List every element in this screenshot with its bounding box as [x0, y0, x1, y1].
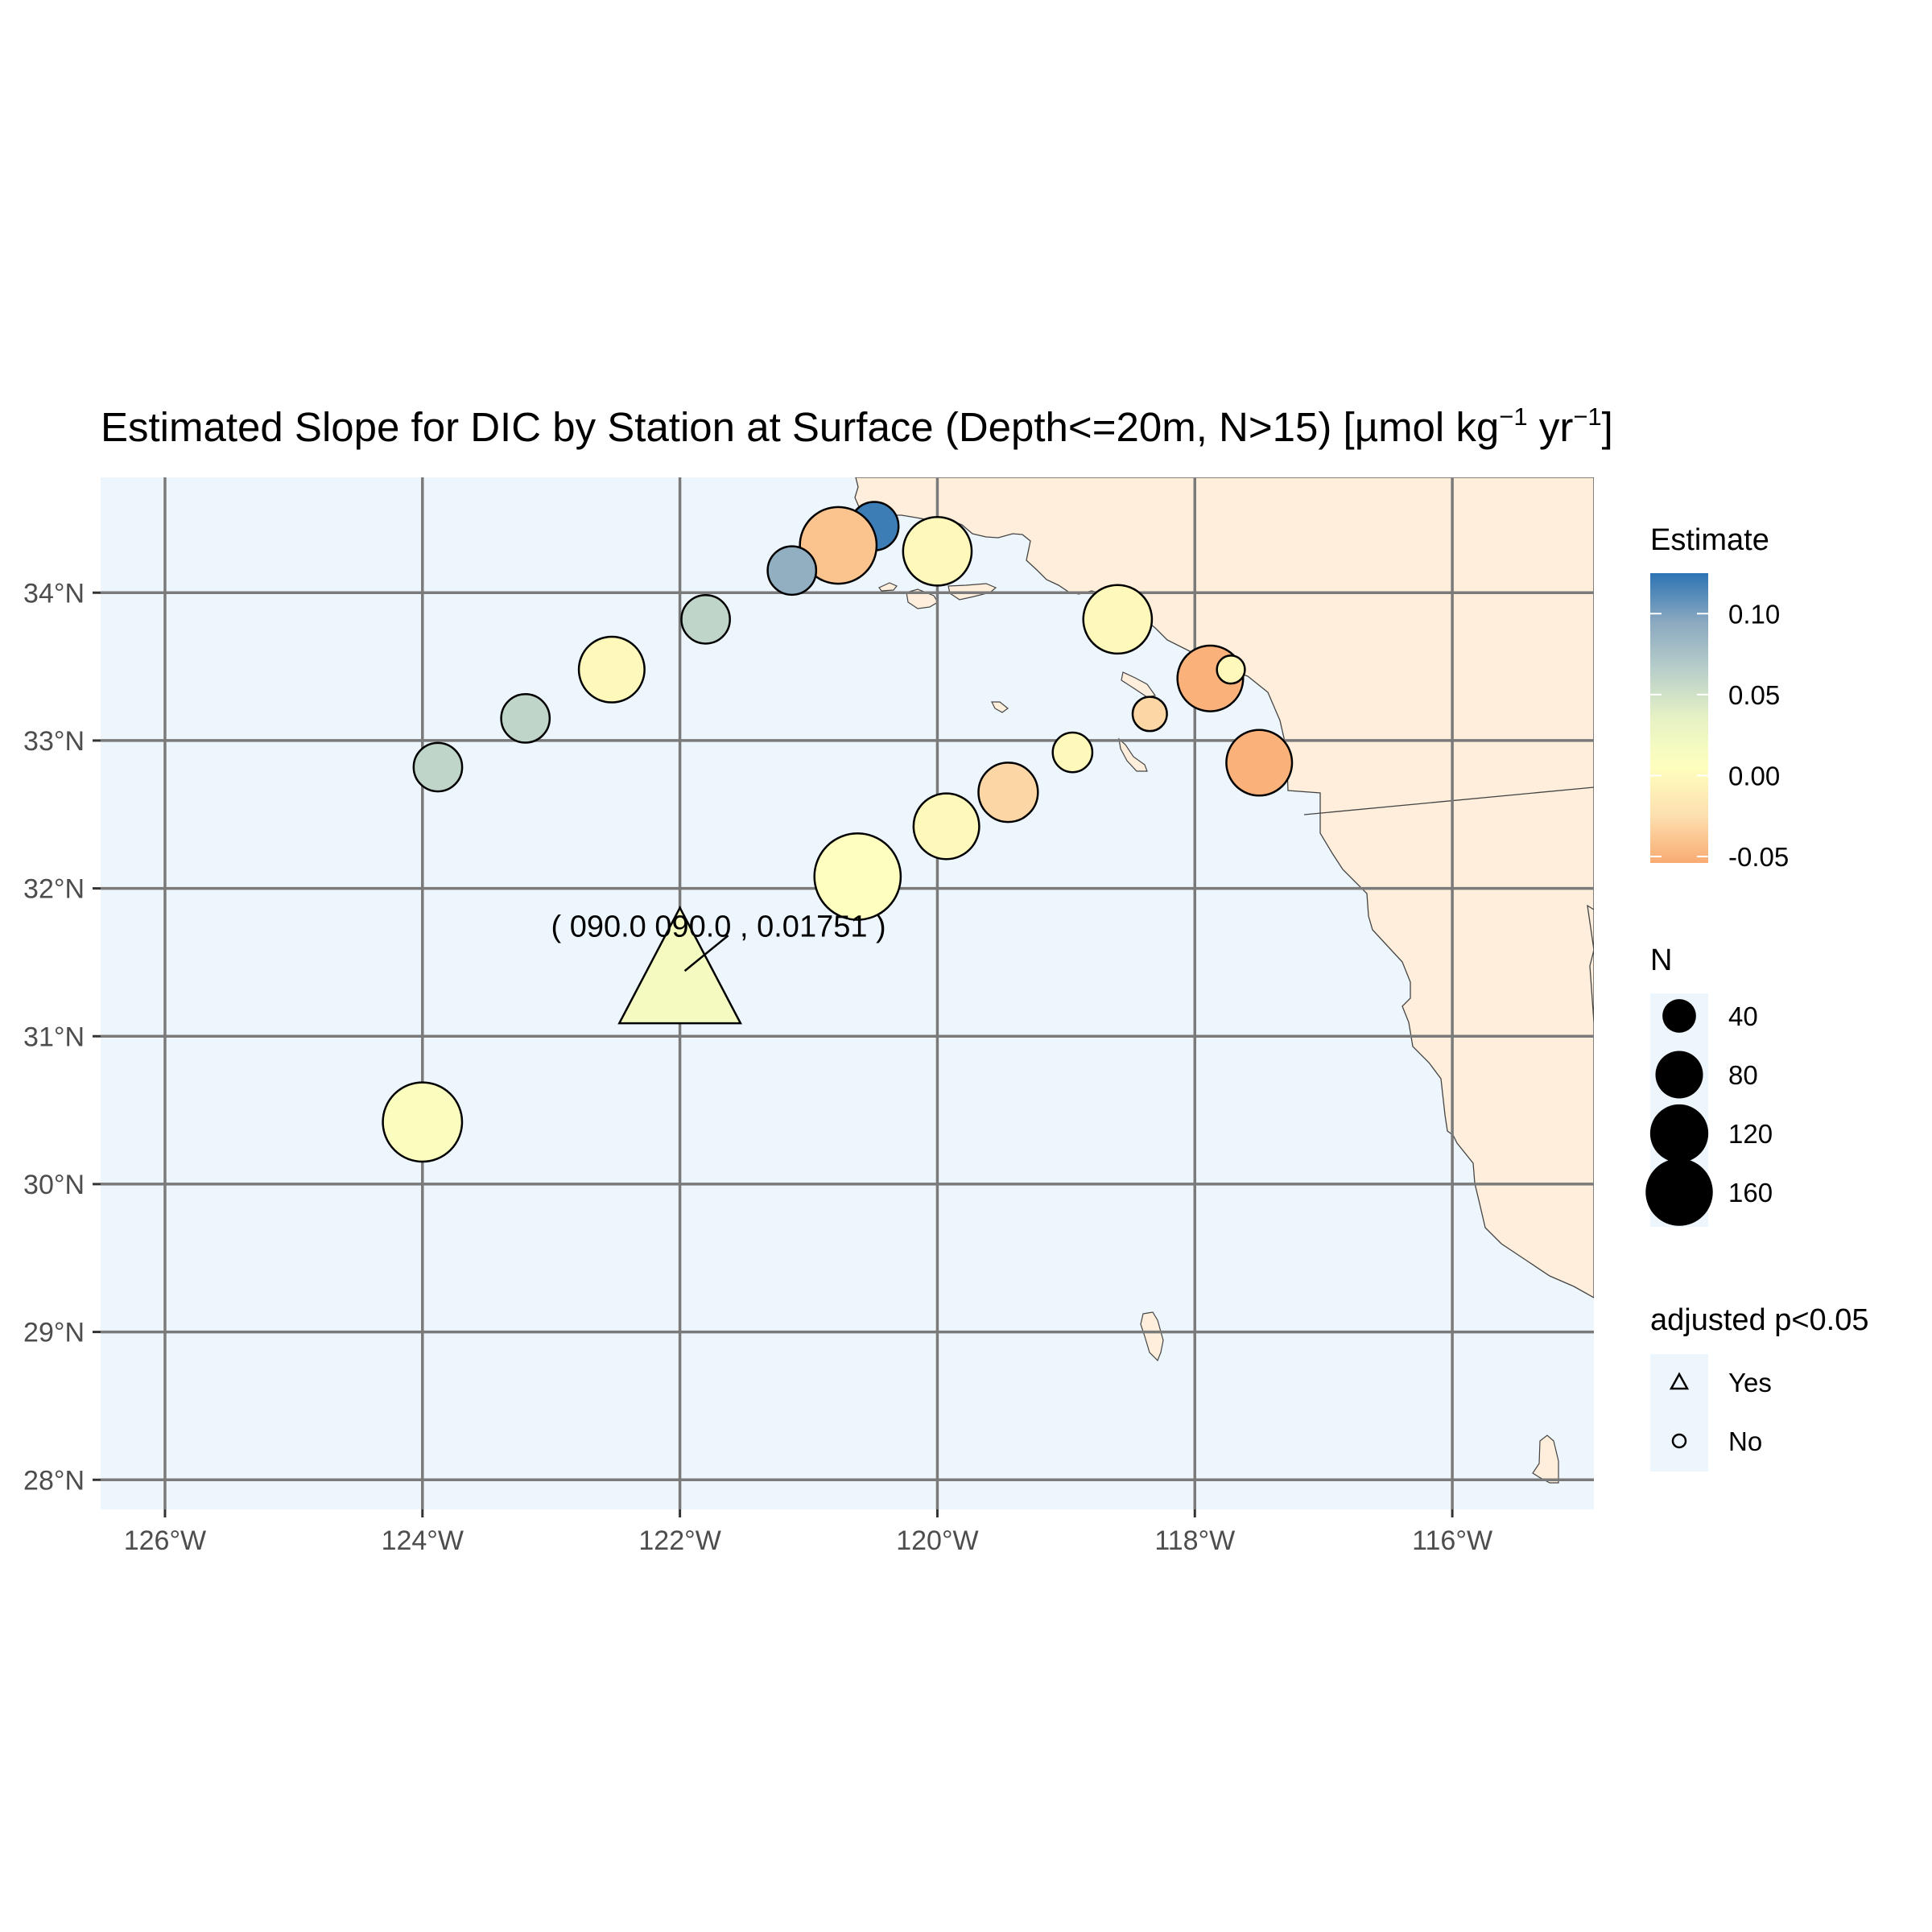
x-axis-tick-labels: 126°W 124°W 122°W 120°W 118°W 116°W [124, 1509, 1492, 1556]
y-axis-tick-label: 30°N [23, 1170, 85, 1200]
x-axis-tick-label: 116°W [1412, 1525, 1492, 1556]
station-marker [1051, 731, 1094, 774]
legend-n-label: 120 [1728, 1119, 1773, 1149]
legend-n-symbol [1649, 1104, 1709, 1163]
chart-title: Estimated Slope for DIC by Station at Su… [101, 402, 1613, 450]
legend-estimate-title: Estimate [1650, 523, 1769, 557]
legend-n-symbol [1655, 1051, 1703, 1099]
legend-estimate-ticks: 0.10 0.05 0.00 -0.05 [1650, 599, 1789, 872]
station-markers [382, 501, 1294, 1163]
colorbar-tick-label: 0.00 [1728, 761, 1780, 791]
y-axis-tick-labels: 34°N 33°N 32°N 31°N 30°N 29°N 28°N [23, 578, 101, 1496]
legend-significance-items: Yes No [1669, 1368, 1772, 1456]
legend-n-title: N [1650, 943, 1672, 977]
legend-estimate-colorbar [1650, 573, 1708, 863]
legend-n-symbol [1662, 999, 1696, 1033]
islands [878, 582, 1559, 1484]
legend-circle-symbol [1671, 1433, 1687, 1449]
y-axis-tick-label: 33°N [23, 726, 85, 757]
y-axis-tick-label: 28°N [23, 1465, 85, 1496]
y-axis-tick-label: 32°N [23, 874, 85, 905]
station-marker [1225, 729, 1294, 797]
legend-n-label: 160 [1728, 1178, 1773, 1208]
legend-n-symbol [1645, 1158, 1713, 1226]
station-marker [1216, 654, 1246, 685]
station-marker [382, 1081, 464, 1163]
x-axis-tick-label: 122°W [638, 1525, 720, 1556]
station-marker [912, 792, 980, 861]
station-marker [766, 545, 818, 597]
legend-triangle-symbol [1669, 1372, 1690, 1390]
station-marker [813, 832, 902, 921]
x-axis-tick-label: 118°W [1154, 1525, 1235, 1556]
station-marker [1131, 696, 1168, 733]
station-marker-significant [617, 905, 742, 1025]
station-label: ( 090.0 090.0 , 0.01751 ) [551, 910, 886, 972]
y-axis-tick-label: 29°N [23, 1318, 85, 1348]
map-panel: ( 090.0 090.0 , 0.01751 ) [101, 477, 1594, 1509]
land-mainland [854, 477, 1594, 1298]
colorbar-tick-label: 0.10 [1728, 599, 1780, 629]
station-marker [1082, 584, 1154, 655]
station-marker [902, 515, 973, 587]
legend-n-items: 40 80 120 160 [1645, 999, 1773, 1226]
colorbar-tick-label: -0.05 [1728, 842, 1789, 872]
legend-significance-title: adjusted p<0.05 [1650, 1303, 1869, 1337]
legend-n: N 40 80 120 160 [1645, 943, 1773, 1227]
station-label-text: ( 090.0 090.0 , 0.01751 ) [551, 910, 886, 944]
x-axis-tick-label: 120°W [896, 1525, 978, 1556]
station-label-leader-line [683, 935, 729, 972]
y-axis-tick-label: 31°N [23, 1022, 85, 1052]
legend-significance-label: No [1728, 1426, 1762, 1456]
land-peninsula-east [1587, 904, 1594, 1023]
station-marker [500, 693, 551, 744]
legend-significance-key-background [1650, 1354, 1708, 1472]
legend-significance: adjusted p<0.05 Yes No [1650, 1303, 1869, 1472]
y-axis-tick-label: 34°N [23, 578, 85, 609]
station-marker [977, 762, 1039, 824]
station-marker [799, 506, 878, 585]
legend-n-label: 80 [1728, 1060, 1758, 1090]
legend-estimate: Estimate 0.10 0.05 0.00 -0.05 [1650, 523, 1789, 872]
legend-n-label: 40 [1728, 1001, 1758, 1031]
station-marker [680, 593, 731, 645]
colorbar-tick-label: 0.05 [1728, 680, 1780, 710]
station-marker [577, 635, 646, 704]
legend-significance-label: Yes [1728, 1368, 1772, 1397]
x-axis-tick-label: 124°W [382, 1525, 464, 1556]
x-axis-tick-label: 126°W [124, 1525, 206, 1556]
graticule [101, 477, 1594, 1509]
station-marker [412, 741, 464, 793]
international-border [1303, 786, 1594, 815]
